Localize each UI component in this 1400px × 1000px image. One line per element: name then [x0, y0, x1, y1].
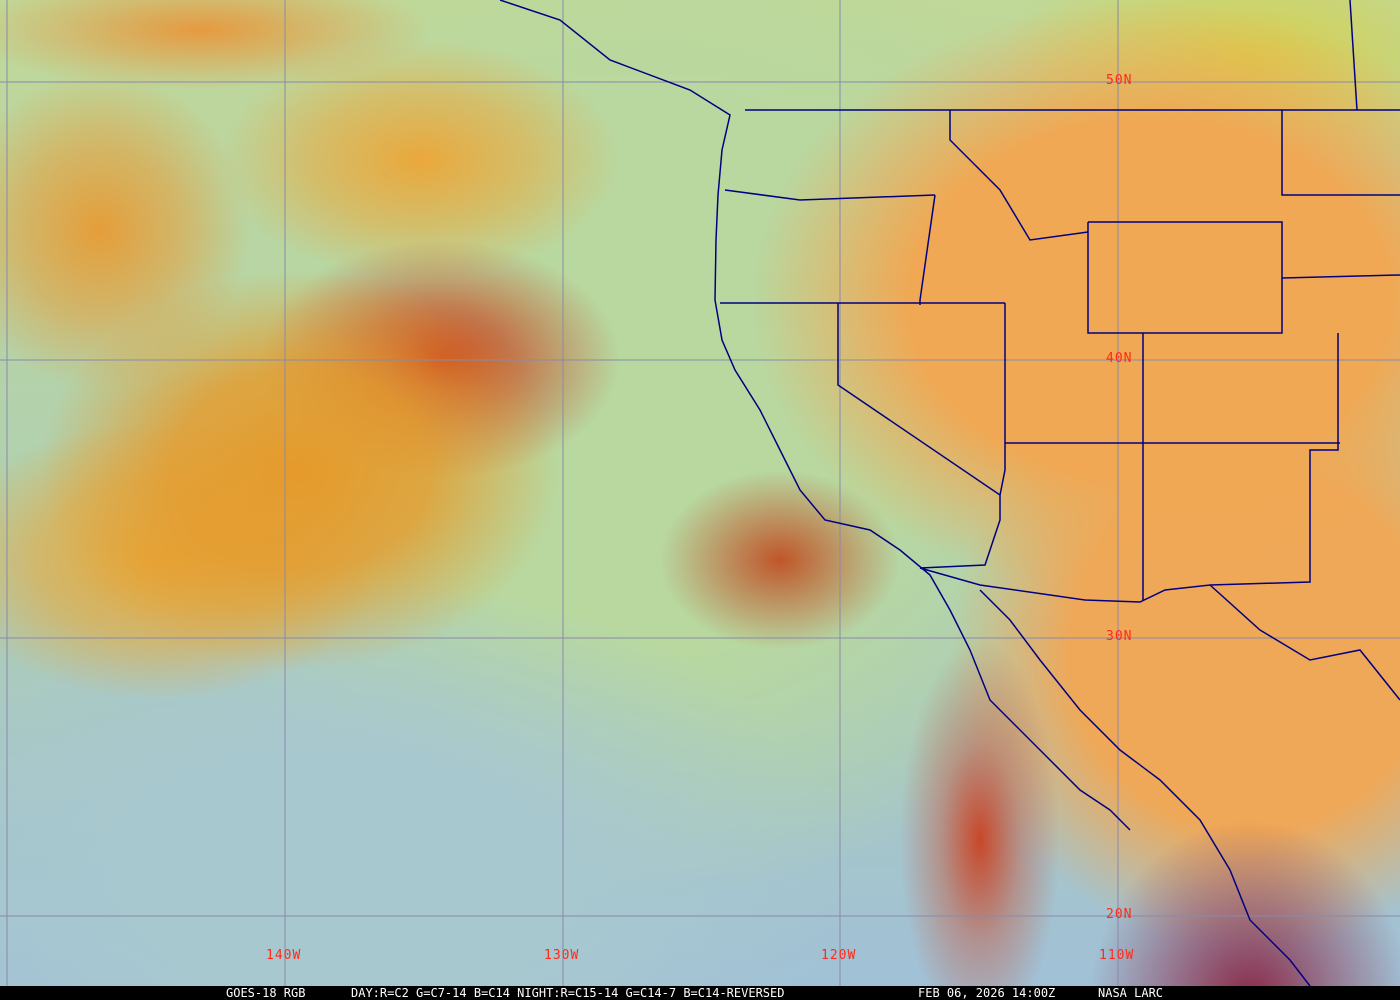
- lon-label-110w: 110W: [1099, 948, 1135, 963]
- idaho-border: [919, 194, 936, 305]
- source-label: GOES-18 RGB: [226, 986, 306, 1000]
- lat-label-50n: 50N: [1106, 73, 1133, 88]
- recipe-label: DAY:R=C2 G=C7-14 B=C14 NIGHT:R=C15-14 G=…: [351, 986, 785, 1000]
- borders: [499, 0, 1400, 987]
- coastline: [499, 0, 1131, 831]
- wa-or-border: [724, 189, 936, 201]
- mainland-mexico-coast: [979, 589, 1311, 987]
- caption-bar: GOES-18 RGB DAY:R=C2 G=C7-14 B=C14 NIGHT…: [0, 986, 1400, 1000]
- co-border: [1087, 221, 1283, 334]
- wy-mt-border: [949, 110, 1089, 241]
- lon-label-130w: 130W: [544, 948, 580, 963]
- lon-label-120w: 120W: [821, 948, 857, 963]
- credit: NASA LARC: [1098, 986, 1164, 1000]
- lat-label-30n: 30N: [1106, 629, 1133, 644]
- lat-label-40n: 40N: [1106, 351, 1133, 366]
- ca-nv-border: [837, 303, 1001, 569]
- state-line-mt-nd: [1349, 0, 1358, 111]
- nm-east-border: [1209, 333, 1339, 586]
- nv-ut-border: [999, 303, 1006, 496]
- state-line-east: [1281, 110, 1400, 196]
- state-line-ne: [1281, 274, 1400, 279]
- lat-label-20n: 20N: [1106, 907, 1133, 922]
- lon-label-140w: 140W: [266, 948, 302, 963]
- timestamp: FEB 06, 2026 14:00Z: [918, 986, 1056, 1000]
- us-mexico-border: [919, 567, 1400, 701]
